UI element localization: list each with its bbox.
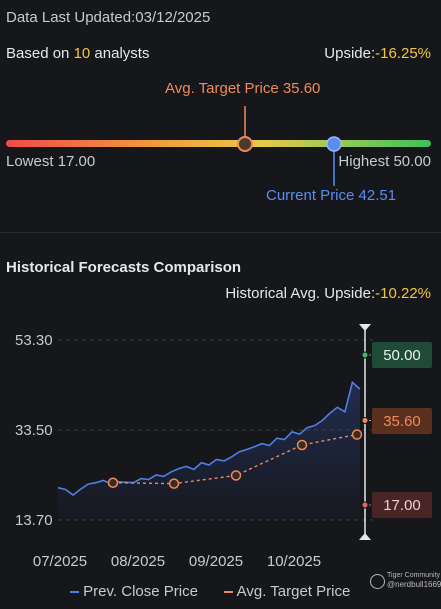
watermark-user: @nerdbull1669 xyxy=(387,580,441,590)
legend-target-label: Avg. Target Price xyxy=(236,583,351,600)
target-price-point xyxy=(230,470,242,481)
x-tick-label: 07/2025 xyxy=(33,553,87,570)
last-updated: Data Last Updated:03/12/2025 xyxy=(6,9,210,26)
legend-target-icon xyxy=(224,591,234,594)
last-updated-value: 03/12/2025 xyxy=(135,9,211,26)
x-tick-label: 08/2025 xyxy=(111,553,165,570)
price-range-bar xyxy=(6,106,431,186)
target-price-point xyxy=(107,477,119,488)
last-updated-label: Data Last Updated: xyxy=(6,9,136,26)
y-tick-label: 53.30 xyxy=(15,332,53,349)
historical-chart-svg: 53.30 33.50 13.70 07/2025 08/2025 09/2025 10/2… xyxy=(15,324,373,570)
section-title: Historical Forecasts Comparison xyxy=(6,259,242,276)
badge-high: 50.00 xyxy=(372,342,432,368)
badge-low: 17.00 xyxy=(372,492,432,518)
x-tick-label: 10/2025 xyxy=(267,553,321,570)
y-tick-label: 13.70 xyxy=(15,512,53,529)
historical-chart[interactable]: 53.30 33.50 13.70 07/2025 08/2025 09/2025 10/2… xyxy=(0,310,441,604)
based-on-prefix: Based on xyxy=(6,45,70,62)
legend: Prev. Close Price Avg. Target Price xyxy=(70,583,350,600)
upside-indicator: Upside:-16.25% xyxy=(324,45,431,62)
current-marker-dot xyxy=(326,136,342,152)
close-price-area xyxy=(58,382,360,520)
target-marker-dot xyxy=(237,136,253,152)
y-tick-label: 33.50 xyxy=(15,422,53,439)
x-tick-label: 09/2025 xyxy=(189,553,243,570)
crosshair-bottom-handle xyxy=(359,533,371,540)
based-on-suffix: analysts xyxy=(94,45,150,62)
legend-close-icon xyxy=(70,591,79,594)
analyst-count: 10 xyxy=(73,45,91,62)
tiger-logo-icon xyxy=(370,573,385,589)
target-price-label: Avg. Target Price 35.60 xyxy=(165,80,321,97)
historical-upside: Historical Avg. Upside:-10.22% xyxy=(225,285,431,302)
lowest-price-label: Lowest 17.00 xyxy=(6,153,96,170)
legend-close-label: Prev. Close Price xyxy=(83,583,198,600)
watermark: Tiger Community @nerdbull1669 xyxy=(370,572,441,591)
range-gradient-bar xyxy=(6,140,431,147)
analyst-count-line: Based on 10 analysts xyxy=(6,45,149,62)
target-price-point xyxy=(351,429,363,440)
current-price-label: Current Price 42.51 xyxy=(266,187,397,204)
watermark-name: Tiger Community xyxy=(387,572,441,579)
historical-upside-label: Historical Avg. Upside: xyxy=(225,285,376,302)
target-price-point xyxy=(168,478,180,489)
upside-label: Upside: xyxy=(324,45,376,62)
upside-value: -16.25% xyxy=(375,45,431,62)
historical-upside-value: -10.22% xyxy=(375,285,431,302)
section-divider xyxy=(0,232,441,233)
target-price-point xyxy=(296,439,308,451)
badge-target: 35.60 xyxy=(372,408,432,434)
crosshair-top-handle xyxy=(359,324,371,331)
highest-price-label: Highest 50.00 xyxy=(338,153,431,170)
